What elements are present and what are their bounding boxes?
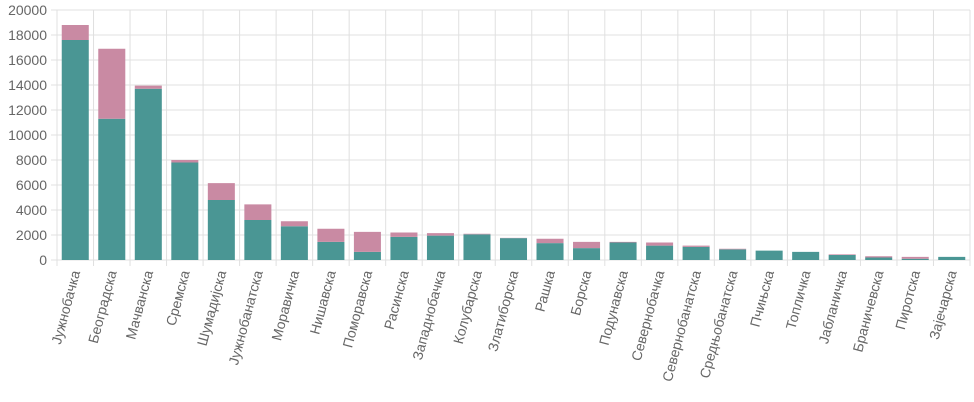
x-tick-label: Браничевска (849, 268, 886, 353)
y-tick-label: 4000 (16, 202, 47, 218)
y-tick-label: 8000 (16, 152, 47, 168)
bar-segment (609, 241, 637, 243)
x-tick-label: Златиборска (484, 268, 521, 353)
y-tick-label: 14000 (8, 77, 47, 93)
bar-segment (938, 256, 966, 260)
bar-segment (98, 48, 126, 119)
bar-segment (463, 233, 491, 235)
bar-segment (682, 245, 710, 247)
bar-segment (463, 234, 491, 260)
bar-segment (536, 238, 564, 244)
bar-segment (426, 235, 454, 260)
bar-segment (646, 242, 674, 246)
y-tick-label: 16000 (8, 52, 47, 68)
bar-segment (828, 254, 856, 255)
x-tick-label: Београдска (85, 268, 120, 345)
x-tick-label: Пиротска (892, 268, 923, 331)
bar-segment (426, 233, 454, 236)
y-tick-label: 12000 (8, 102, 47, 118)
x-tick-label: Подунавска (596, 268, 631, 346)
bar-segment (134, 85, 162, 89)
bar-segment (280, 226, 308, 260)
bar-segment (390, 236, 418, 260)
bar-segment (61, 40, 89, 260)
y-tick-label: 6000 (16, 177, 47, 193)
y-tick-label: 10000 (8, 127, 47, 143)
x-tick-label: Севернобачка (628, 268, 668, 362)
bar-segment (244, 204, 272, 220)
bar-segment (573, 248, 601, 260)
x-tick-label: Јужнобанатска (225, 268, 266, 366)
bar-segment (353, 251, 381, 260)
x-tick-label: Нишавска (306, 268, 338, 336)
x-tick-label: Колубарска (450, 268, 485, 345)
y-tick-label: 0 (39, 252, 47, 268)
bar-segment (536, 243, 564, 260)
x-tick-label: Борска (567, 268, 594, 317)
x-tick-label: Средњобанатска (696, 268, 740, 379)
bar-segment (98, 118, 126, 260)
x-tick-label: Зајечарска (926, 268, 960, 341)
bar-segment (573, 241, 601, 249)
x-tick-label: Топличка (782, 268, 813, 331)
bar-segment (390, 232, 418, 237)
bar-segment (682, 246, 710, 260)
bar-segment (244, 220, 272, 260)
bar-segment (865, 256, 893, 258)
y-tick-label: 2000 (16, 227, 47, 243)
bar-segment (353, 231, 381, 252)
x-tick-label: Јабланичка (815, 268, 850, 345)
x-tick-label: Западнобачка (409, 268, 448, 361)
bar-segment (499, 238, 528, 260)
x-tick-label: Рашка (532, 268, 558, 313)
x-tick-label: Мачванска (122, 268, 156, 341)
y-tick-label: 18000 (8, 27, 47, 43)
bar-segment (719, 249, 747, 260)
bar-segment (901, 256, 929, 259)
bar-segment (317, 228, 345, 242)
bar-segment (61, 25, 89, 40)
bar-segment (901, 258, 929, 260)
bar-segment (755, 250, 783, 260)
x-tick-label: Сремска (163, 268, 193, 327)
x-tick-label: Јужнобачка (48, 268, 83, 345)
bar-segment (280, 221, 308, 227)
y-tick-label: 20000 (8, 2, 47, 18)
x-tick-label: Расинска (381, 268, 412, 331)
bar-segment (719, 248, 747, 250)
bar-segment (171, 160, 199, 163)
x-tick-label: Пчињска (747, 268, 777, 328)
bar-segment (646, 245, 674, 260)
bar-segment (609, 242, 637, 260)
x-tick-label: Поморавска (339, 268, 375, 349)
bar-segment (134, 88, 162, 260)
bar-segment (207, 200, 235, 260)
bar-segment (828, 255, 856, 260)
bar-segment (317, 241, 345, 260)
x-tick-label: Шумадијска (194, 268, 230, 347)
bar-segment (792, 251, 820, 260)
bar-segment (171, 162, 199, 260)
x-tick-label: Моравичка (268, 268, 302, 342)
x-tick-label: Севернобанатска (659, 268, 704, 383)
bar-segment (207, 183, 235, 200)
bar-segment (865, 257, 893, 260)
